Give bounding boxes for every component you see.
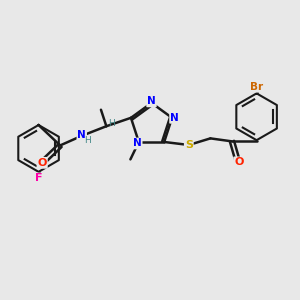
Text: F: F — [35, 173, 42, 183]
Text: Br: Br — [250, 82, 263, 92]
Text: H: H — [84, 136, 91, 145]
Text: N: N — [170, 113, 179, 123]
Text: N: N — [133, 139, 142, 148]
Text: N: N — [77, 130, 86, 140]
Text: O: O — [38, 158, 47, 168]
Text: H: H — [108, 119, 115, 128]
Text: O: O — [234, 158, 244, 167]
Text: S: S — [185, 140, 193, 150]
Text: N: N — [147, 96, 156, 106]
